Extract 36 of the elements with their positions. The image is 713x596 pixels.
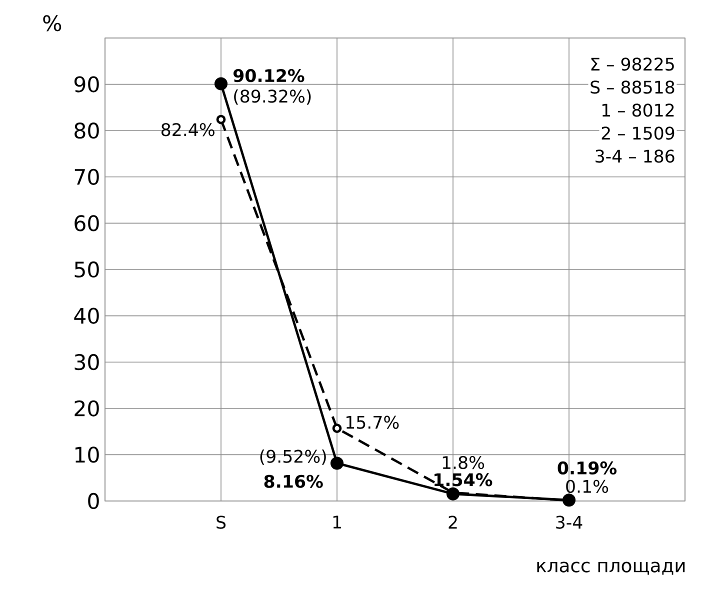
y-tick-label: 30 xyxy=(74,354,99,370)
annotation: 2 – 1509 xyxy=(602,126,674,140)
y-tick-label: 50 xyxy=(74,261,99,278)
annotation: 3-4 – 186 xyxy=(596,150,674,163)
y-axis-title: % xyxy=(43,15,62,32)
x-tick-label: 3-4 xyxy=(556,516,582,529)
x-tick-label: S xyxy=(216,516,226,529)
x-tick-label: 1 xyxy=(333,516,341,528)
data-label: 0.19% xyxy=(558,461,617,475)
annotation: S – 88518 xyxy=(590,80,674,94)
x-axis-title: класс площади xyxy=(537,562,685,575)
y-tick-label: 70 xyxy=(74,168,99,185)
y-tick-label: 40 xyxy=(74,308,99,324)
data-label: 82.4% xyxy=(162,123,214,136)
data-label: 1.8% xyxy=(442,456,484,470)
data-label: 0.1% xyxy=(566,480,608,493)
y-tick-label: 0 xyxy=(88,492,99,510)
annotation: (9.52%) xyxy=(260,450,326,465)
data-label: 90.12% xyxy=(234,69,304,82)
y-tick-label: 10 xyxy=(75,446,99,463)
y-tick-label: 20 xyxy=(74,400,99,416)
y-tick-label: 90 xyxy=(74,76,99,92)
point xyxy=(216,114,226,124)
data-label: 8.16% xyxy=(264,474,323,488)
data-label: 15.7% xyxy=(346,416,399,429)
x-tick-label: 2 xyxy=(448,516,457,529)
annotation: 1 – 8012 xyxy=(602,104,674,117)
data-label: 1.54% xyxy=(434,473,492,486)
annotation: Σ – 98225 xyxy=(591,58,674,71)
point xyxy=(446,487,460,500)
y-tick-label: 80 xyxy=(74,122,99,139)
point xyxy=(332,424,342,433)
point xyxy=(214,77,228,90)
point xyxy=(330,456,344,470)
annotation: (89.32%) xyxy=(234,89,311,105)
y-tick-label: 60 xyxy=(74,215,99,232)
